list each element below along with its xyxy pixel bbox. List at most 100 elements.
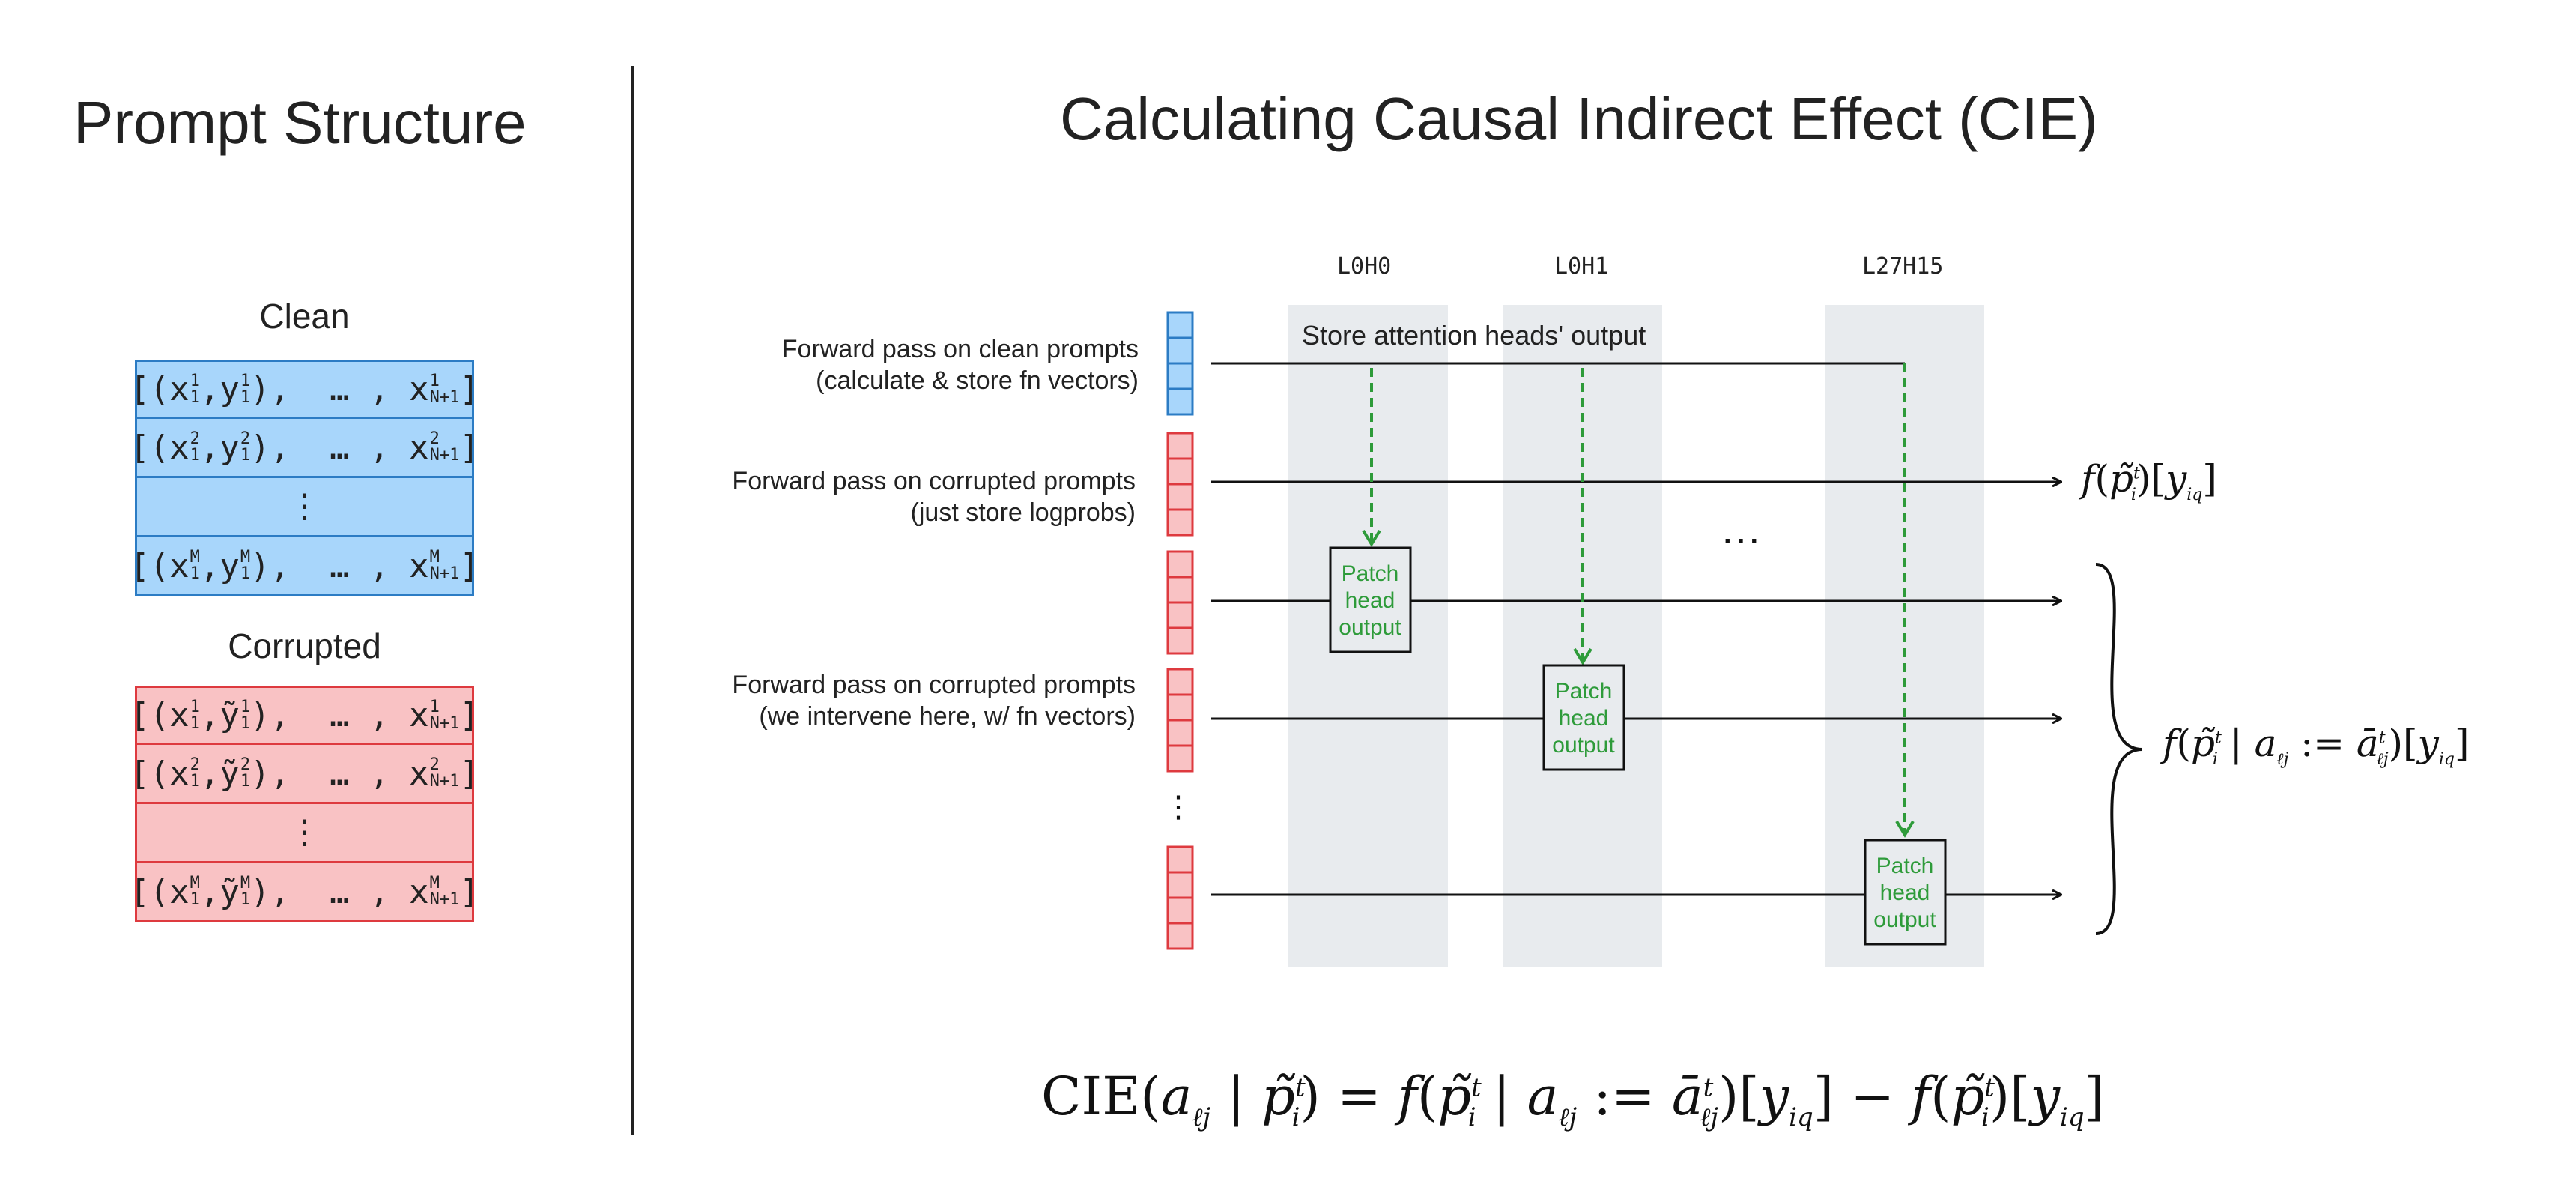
svg-text:Patch: Patch <box>1555 679 1613 704</box>
prompt-tsup: 1 <box>429 371 440 390</box>
clean-pass-label: Forward pass on clean prompts (calculate… <box>781 335 1139 395</box>
corrupted-pass-label: Forward pass on corrupted prompts (just … <box>732 467 1136 527</box>
prompt-tail: ), … , x <box>250 872 429 911</box>
prompt-tsup: M <box>429 874 440 892</box>
prompt-tail: ), … , x <box>250 428 429 467</box>
prompt-ysub: 1 <box>240 890 251 909</box>
prompt-tsub: N+1 <box>429 564 460 583</box>
prompt-mid: ,y <box>199 370 240 408</box>
patch-box-l27h15: Patch head output <box>1864 839 1947 946</box>
prompt-tsup: 1 <box>429 697 440 716</box>
prompt-mid: ,y <box>199 428 240 467</box>
prompt-xsub: 1 <box>190 713 200 733</box>
cie-title: Calculating Causal Indirect Effect (CIE) <box>1060 85 2098 152</box>
prompt-tsup: 2 <box>429 429 440 448</box>
corrupted-row: [(x 2 1 ,ỹ 2 1), … , x 2 N+1] <box>130 745 479 804</box>
prompt-close: ] <box>459 696 479 734</box>
prompt-tail: ), … , x <box>250 754 429 793</box>
prompt-close: ] <box>459 754 479 793</box>
prompt-xsub: 1 <box>190 890 200 909</box>
prompt-tsup: 2 <box>429 755 440 774</box>
corrupted-output-formula: f(p̃ti)[yiq] <box>2081 457 2217 504</box>
prompt-mid: ,ỹ <box>199 754 240 793</box>
prompt-mid: ,ỹ <box>199 696 240 734</box>
prompt-open: [(x <box>130 428 190 467</box>
prompt-xsub: 1 <box>190 446 200 465</box>
svg-text:output: output <box>1552 733 1615 758</box>
index-stack: 2 N+1 <box>430 757 460 790</box>
clean-label: Clean <box>259 297 350 336</box>
prompt-ysup: 2 <box>240 755 251 774</box>
corrupted-label: Corrupted <box>228 626 381 665</box>
prompt-xsub: 1 <box>190 387 200 407</box>
prompt-open: [(x <box>130 754 190 793</box>
svg-text:head: head <box>1345 588 1395 613</box>
corrupted-row: [(x M 1 ,ỹ M 1), … , x M N+1] <box>130 863 479 922</box>
prompt-close: ] <box>459 370 479 408</box>
head-label-l0h0: L0H0 <box>1337 253 1392 280</box>
prompt-open: [(x <box>130 370 190 408</box>
prompt-mid: ,ỹ <box>199 872 240 911</box>
corrupted-row: [(x 1 1 ,ỹ 1 1), … , x 1 N+1] <box>130 686 479 745</box>
prompt-ysub: 1 <box>240 564 251 583</box>
svg-text:head: head <box>1880 881 1930 905</box>
prompt-open: [(x <box>130 872 190 911</box>
clean-row: [(x M 1 ,y M 1), … , x M N+1] <box>130 537 479 596</box>
prompt-tail: ), … , x <box>250 370 429 408</box>
head-label-l0h1: L0H1 <box>1554 253 1609 280</box>
prompt-structure-title: Prompt Structure <box>73 89 527 156</box>
prompt-ysub: 1 <box>240 772 251 791</box>
prompt-close: ] <box>459 546 479 585</box>
svg-text:output: output <box>1339 615 1401 640</box>
prompt-tsup: M <box>429 548 440 567</box>
prompt-ysup: 1 <box>240 697 251 716</box>
index-stack: M N+1 <box>430 549 460 582</box>
output-brace <box>2095 563 2143 935</box>
corrupted-row: ⋮ <box>135 804 474 863</box>
prompt-tsub: N+1 <box>429 713 460 733</box>
prompt-ysup: M <box>240 548 251 567</box>
prompt-ysup: 2 <box>240 429 251 448</box>
prompt-ysub: 1 <box>240 446 251 465</box>
clean-token-stack <box>1166 311 1194 416</box>
prompt-xsup: M <box>190 874 200 892</box>
vdots: ⋮ <box>288 487 321 525</box>
svg-text:Patch: Patch <box>1876 854 1934 878</box>
prompt-xsup: 2 <box>190 429 200 448</box>
intervened-output-formula: f(p̃ti | aℓj := ātℓj)[yiq] <box>2163 722 2470 769</box>
prompt-tsub: N+1 <box>429 446 460 465</box>
clean-row: [(x 1 1 ,y 1 1), … , x 1 N+1] <box>130 360 479 419</box>
heads-ellipsis: … <box>1720 505 1762 552</box>
cie-formula: CIE(aℓj | p̃ti) = f(p̃ti | aℓj := ātℓj)[… <box>1041 1066 2105 1132</box>
prompt-open: [(x <box>130 546 190 585</box>
prompt-xsup: 1 <box>190 371 200 390</box>
prompt-mid: ,y <box>199 546 240 585</box>
prompt-xsub: 1 <box>190 564 200 583</box>
prompt-tail: ), … , x <box>250 546 429 585</box>
prompt-tsub: N+1 <box>429 772 460 791</box>
patch-box-l0h1: Patch head output <box>1542 664 1625 771</box>
clean-row: [(x 2 1 ,y 2 1), … , x 2 N+1] <box>130 419 479 478</box>
prompt-xsup: 2 <box>190 755 200 774</box>
intervene-token-stack-3 <box>1166 845 1194 950</box>
index-stack: M N+1 <box>430 875 460 908</box>
intervene-pass-label: Forward pass on corrupted prompts (we in… <box>732 671 1136 731</box>
svg-text:head: head <box>1559 706 1609 731</box>
prompt-xsub: 1 <box>190 772 200 791</box>
prompt-ysup: 1 <box>240 371 251 390</box>
prompt-ysub: 1 <box>240 713 251 733</box>
index-stack: 1 N+1 <box>429 697 460 733</box>
prompt-xsup: M <box>190 548 200 567</box>
prompt-tsub: N+1 <box>429 387 460 407</box>
head-label-l27h15: L27H15 <box>1862 253 1944 280</box>
